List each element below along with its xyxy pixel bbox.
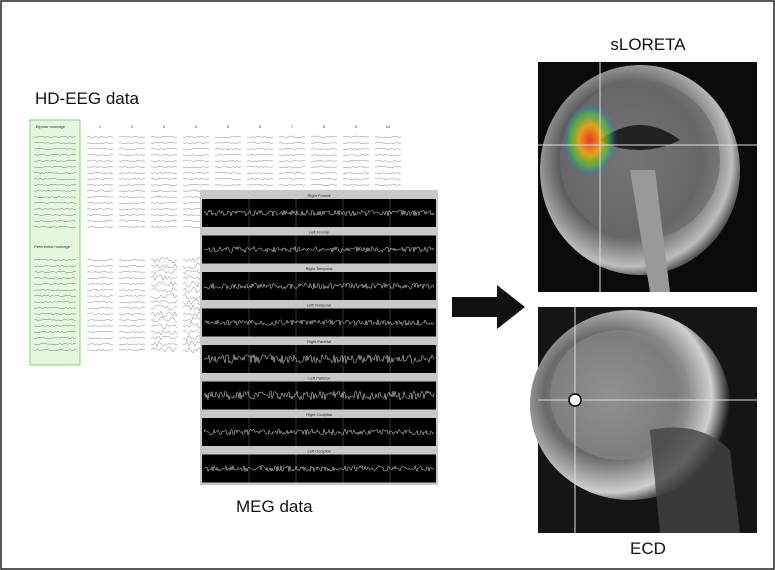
sloreta-image: [538, 62, 757, 292]
channel-strip: [202, 272, 436, 300]
channel-strip: [202, 199, 436, 227]
ecd-title: ECD: [630, 539, 666, 558]
eeg-title: HD-EEG data: [35, 89, 139, 108]
channel-strip: [202, 236, 436, 264]
channel-label: Right Temporal: [306, 266, 333, 271]
meg-title: MEG data: [236, 497, 313, 516]
bipolar-label: Bipolar montage: [36, 124, 66, 129]
channel-label: Left Temporal: [307, 303, 331, 308]
referential-label: Referential montage: [34, 244, 71, 249]
figure: HD-EEG data MEG data sLORETA ECD Bipolar…: [0, 0, 775, 570]
channel-label: Right Frontal: [308, 193, 331, 198]
ecd-image: [530, 307, 757, 533]
column-label: 10: [386, 124, 391, 129]
channel-strip: [202, 345, 436, 373]
channel-label: Left Occipital: [307, 449, 330, 454]
channel-label: Left Parietal: [308, 376, 329, 381]
channel-label: Right Occipital: [306, 412, 332, 417]
channel-label: Left Frontal: [309, 230, 329, 235]
channel-label: Right Parietal: [307, 339, 331, 344]
sloreta-title: sLORETA: [610, 35, 686, 54]
montage-column: [30, 120, 80, 365]
